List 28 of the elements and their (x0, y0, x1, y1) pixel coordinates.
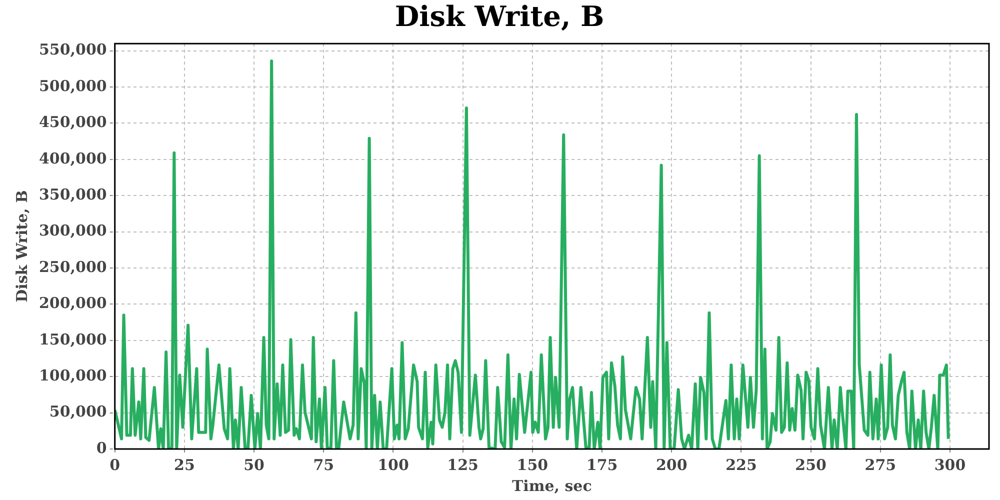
x-tick-label: 300 (934, 456, 966, 474)
y-axis-title: Disk Write, B (12, 190, 31, 302)
y-tick-label: 0 (96, 438, 107, 457)
x-tick-label: 100 (378, 456, 409, 474)
y-tick-label: 500,000 (38, 76, 107, 95)
x-axis-title: Time, sec (512, 476, 592, 495)
x-tick-label: 75 (313, 456, 334, 474)
chart-title: Disk Write, B (394, 0, 604, 34)
x-tick-label: 275 (864, 456, 896, 474)
x-tick-label: 50 (244, 456, 264, 474)
x-tick-label: 200 (656, 456, 688, 474)
y-tick-label: 300,000 (38, 222, 107, 240)
y-tick-label: 450,000 (38, 113, 107, 132)
y-tick-label: 400,000 (38, 149, 107, 168)
y-tick-label: 250,000 (38, 258, 107, 276)
y-tick-label: 350,000 (38, 186, 107, 204)
y-tick-label: 550,000 (38, 40, 107, 59)
y-tick-label: 200,000 (38, 294, 107, 312)
x-tick-label: 125 (447, 456, 478, 474)
x-tick-label: 250 (795, 456, 826, 474)
x-tick-label: 175 (586, 456, 618, 474)
x-tick-label: 150 (516, 456, 548, 474)
x-tick-label: 0 (110, 456, 120, 474)
y-tick-label: 50,000 (49, 402, 107, 421)
x-tick-label: 25 (174, 456, 195, 474)
x-tick-label: 225 (726, 456, 757, 474)
y-tick-label: 150,000 (38, 330, 107, 348)
y-tick-label: 100,000 (38, 366, 107, 384)
